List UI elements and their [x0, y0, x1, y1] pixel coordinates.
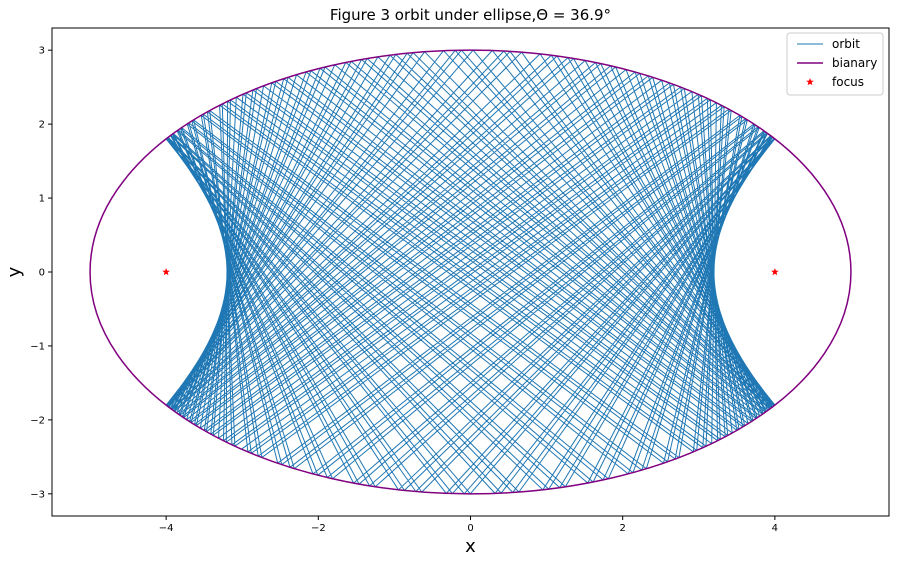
- chart-title: Figure 3 orbit under ellipse,Θ = 36.9°: [330, 6, 611, 24]
- x-tick-label: −2: [311, 523, 326, 534]
- focus-marker: [162, 268, 170, 276]
- x-tick-label: 2: [619, 523, 625, 534]
- legend-label: bianary: [832, 56, 877, 70]
- legend-swatch: [806, 78, 814, 86]
- orbit-series: [165, 49, 776, 495]
- bianary-ellipse: [89, 49, 852, 495]
- y-tick-label: 1: [39, 194, 45, 205]
- focus-markers: [162, 268, 779, 276]
- x-tick-label: 0: [467, 523, 473, 534]
- y-axis-label: y: [4, 266, 25, 277]
- x-axis-label: x: [465, 536, 476, 557]
- y-tick-label: 2: [39, 120, 45, 131]
- legend-box: [786, 32, 884, 96]
- legend-label: focus: [832, 75, 864, 89]
- ellipse-series: [89, 49, 852, 495]
- legend: orbit bianary focus: [786, 32, 884, 96]
- y-tick-label: 3: [39, 46, 45, 57]
- legend-label: orbit: [832, 37, 860, 51]
- y-tick-label: −3: [30, 489, 45, 500]
- orbit-line: [165, 49, 776, 495]
- y-tick-label: 0: [39, 268, 45, 279]
- x-axis-ticks: −4 −2 0 2 4: [159, 516, 778, 534]
- y-tick-label: −2: [30, 415, 45, 426]
- x-tick-label: −4: [159, 523, 174, 534]
- y-axis-ticks: −3 −2 −1 0 1 2 3: [30, 46, 52, 500]
- focus-marker: [771, 268, 779, 276]
- x-tick-label: 4: [772, 523, 778, 534]
- y-tick-label: −1: [30, 341, 45, 352]
